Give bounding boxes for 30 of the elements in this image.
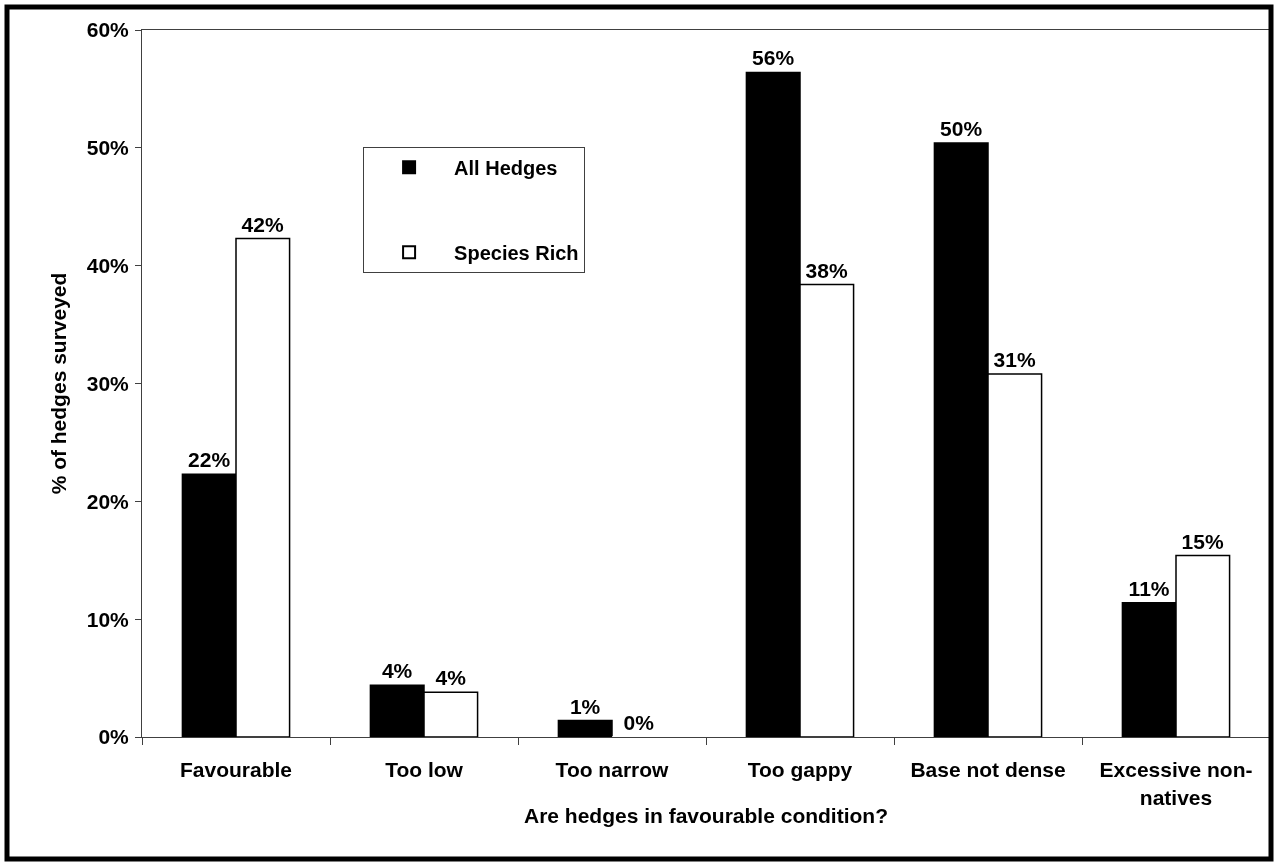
data-label: 31% (993, 348, 1036, 372)
data-label: 15% (1181, 529, 1224, 553)
data-label: 11% (1128, 576, 1170, 600)
bar (557, 719, 613, 737)
x-tick-label: Favourable (179, 758, 293, 782)
x-tick-label: Too gappy (747, 758, 853, 782)
y-tick-label: 60% (86, 18, 130, 42)
data-label: 50% (940, 117, 983, 141)
data-label: 38% (805, 258, 848, 282)
y-tick-label: 0% (98, 725, 130, 749)
legend-label: All Hedges (454, 156, 558, 179)
data-label: 22% (188, 448, 231, 472)
x-tick-label: Too low (385, 758, 464, 782)
y-tick-label: 40% (86, 254, 130, 278)
data-label: 56% (752, 46, 795, 70)
x-tick-label: Base not dense (910, 758, 1066, 782)
x-tick-label: Excessive non-natives (1099, 758, 1253, 809)
data-label: 4% (435, 666, 467, 690)
x-tick-label: Too narrow (555, 758, 670, 782)
y-tick-label: 50% (86, 136, 130, 160)
data-label: 4% (381, 659, 413, 683)
data-label: 42% (241, 212, 284, 236)
legend-label: Species Rich (454, 241, 579, 264)
y-tick-label: 30% (86, 371, 130, 395)
y-tick-label: 20% (86, 489, 130, 513)
data-label: 0% (623, 711, 655, 734)
x-axis-title: Are hedges in favourable condition? (523, 803, 889, 827)
y-tick-label: 10% (86, 607, 130, 631)
data-label: 1% (569, 694, 601, 718)
y-axis-title: % of hedges surveyed (46, 272, 70, 495)
